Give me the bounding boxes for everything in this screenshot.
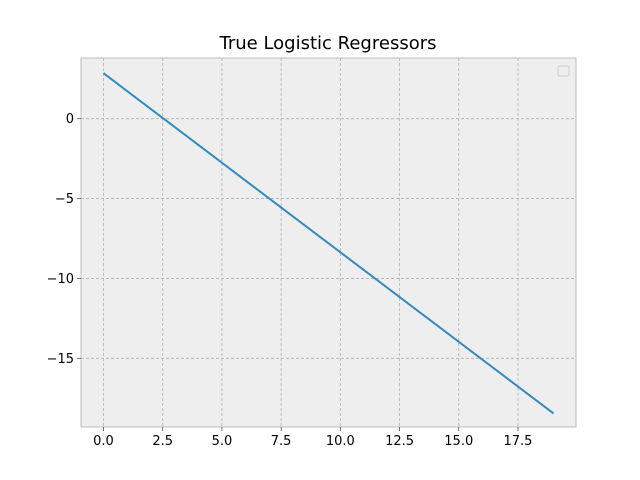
x-axis: 0.0 2.5 5.0 7.5 10.0 12.5 15.0 17.5 bbox=[93, 427, 532, 449]
x-tick-label: 10.0 bbox=[326, 434, 355, 449]
x-tick-label: 15.0 bbox=[444, 434, 473, 449]
x-tick-label: 5.0 bbox=[212, 434, 233, 449]
x-tick-label: 2.5 bbox=[152, 434, 173, 449]
axes-frame bbox=[80, 57, 577, 428]
legend-box bbox=[557, 65, 570, 77]
x-tick-label: 7.5 bbox=[271, 434, 292, 449]
y-axis: 0 −5 −10 −15 bbox=[47, 112, 81, 367]
chart-title: True Logistic Regressors bbox=[219, 33, 437, 54]
series-layer bbox=[102, 72, 555, 415]
y-tick-label: −5 bbox=[55, 192, 74, 207]
y-tick-label: 0 bbox=[66, 112, 74, 127]
x-tick-label: 17.5 bbox=[503, 434, 532, 449]
x-tick-label: 0.0 bbox=[93, 434, 114, 449]
series-line bbox=[102, 72, 555, 415]
y-tick-label: −15 bbox=[47, 352, 74, 367]
y-tick-label: −10 bbox=[47, 272, 74, 287]
x-tick-label: 12.5 bbox=[385, 434, 414, 449]
